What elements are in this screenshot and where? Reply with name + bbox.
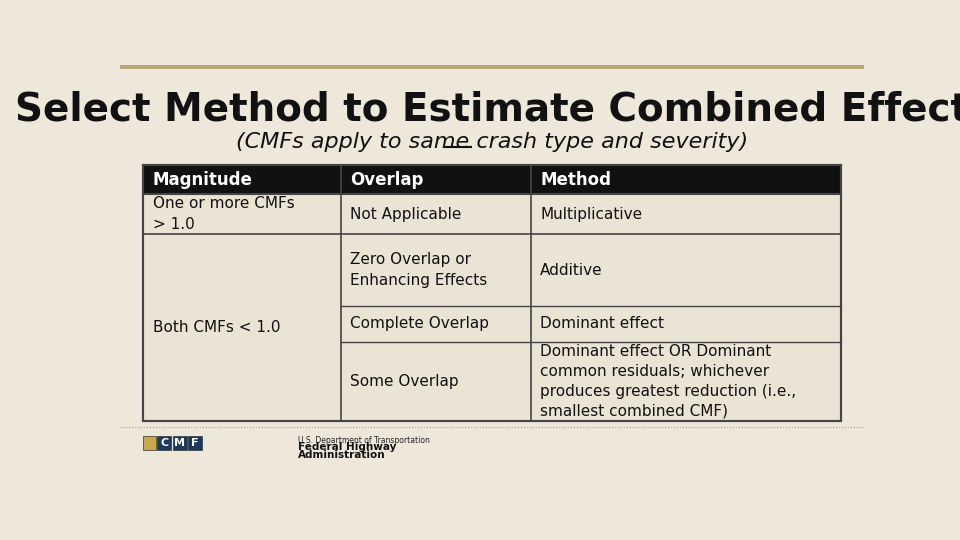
Text: (CMFs apply to same crash type and severity): (CMFs apply to same crash type and sever… xyxy=(236,132,748,152)
Text: Complete Overlap: Complete Overlap xyxy=(350,316,490,332)
Text: Some Overlap: Some Overlap xyxy=(350,374,459,389)
Bar xyxy=(157,436,171,450)
Bar xyxy=(173,436,186,450)
Text: Multiplicative: Multiplicative xyxy=(540,207,642,222)
Text: Zero Overlap or
Enhancing Effects: Zero Overlap or Enhancing Effects xyxy=(350,252,488,288)
Text: Administration: Administration xyxy=(299,450,386,460)
Text: C: C xyxy=(160,438,168,448)
Text: Federal Highway: Federal Highway xyxy=(299,442,396,453)
Text: Both CMFs < 1.0: Both CMFs < 1.0 xyxy=(153,320,280,335)
Text: Method: Method xyxy=(540,171,612,188)
Text: M: M xyxy=(174,438,185,448)
Text: Not Applicable: Not Applicable xyxy=(350,207,462,222)
Bar xyxy=(188,436,203,450)
Text: Additive: Additive xyxy=(540,262,603,278)
Text: Magnitude: Magnitude xyxy=(153,171,252,188)
Bar xyxy=(143,436,156,450)
Text: Dominant effect OR Dominant
common residuals; whichever
produces greatest reduct: Dominant effect OR Dominant common resid… xyxy=(540,344,796,418)
Bar xyxy=(143,165,841,421)
Text: One or more CMFs
> 1.0: One or more CMFs > 1.0 xyxy=(153,196,295,232)
Text: Select Method to Estimate Combined Effect: Select Method to Estimate Combined Effec… xyxy=(15,91,960,129)
Text: U.S. Department of Transportation: U.S. Department of Transportation xyxy=(299,436,430,445)
Text: F: F xyxy=(191,438,199,448)
Text: Dominant effect: Dominant effect xyxy=(540,316,664,332)
Bar xyxy=(143,165,841,194)
Bar xyxy=(120,65,864,69)
Text: Overlap: Overlap xyxy=(350,171,423,188)
